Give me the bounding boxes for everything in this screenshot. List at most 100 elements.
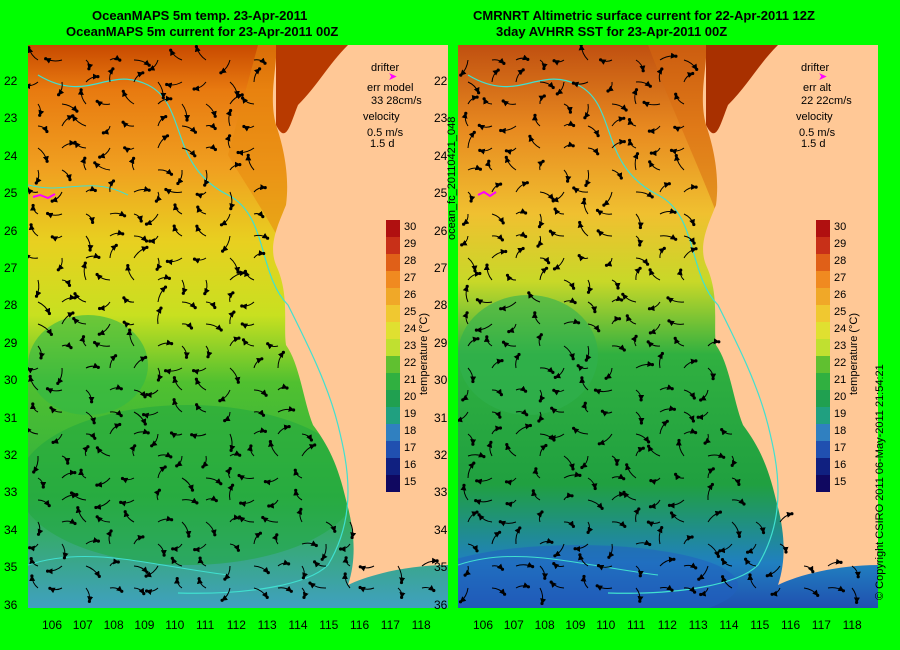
left-map-panel[interactable]: [28, 45, 448, 608]
current-arrow-head: [660, 526, 664, 530]
left-drifter-label: drifter: [371, 62, 400, 74]
current-arrow-head: [571, 467, 575, 471]
tick-label: 110: [596, 618, 616, 632]
current-arrow-head: [237, 336, 241, 340]
current-arrow-head: [157, 488, 161, 492]
current-arrow-head: [175, 577, 179, 581]
current-arrow-head: [673, 210, 677, 214]
colorbar-segment: [386, 356, 400, 373]
right-map-panel[interactable]: [458, 45, 878, 608]
current-arrow-head: [73, 521, 77, 526]
tick-label: 29: [434, 335, 448, 350]
current-arrow-head: [145, 589, 149, 593]
current-arrow-head: [146, 431, 150, 435]
current-arrow-head: [694, 359, 698, 363]
current-arrow-head: [650, 195, 654, 199]
current-arrow-head: [718, 510, 722, 514]
tick-label: 115: [750, 618, 770, 632]
colorbar-tick: 30: [404, 221, 417, 233]
colorbar-tick: 15: [404, 476, 417, 488]
current-arrow-head: [263, 61, 267, 65]
current-arrow-head: [498, 415, 502, 419]
current-arrow-head: [203, 183, 207, 187]
current-arrow-head: [534, 467, 538, 471]
current-arrow-head: [56, 268, 60, 272]
current-arrow-head: [660, 67, 664, 71]
current-arrow-head: [281, 350, 285, 354]
current-arrow-head: [118, 58, 122, 62]
left-velocity-days: 1.5 d: [370, 138, 395, 150]
current-arrow-head: [88, 248, 92, 252]
colorbar-segment: [386, 458, 400, 475]
current-arrow-head: [266, 236, 270, 240]
current-arrow-head: [192, 257, 197, 261]
current-arrow-head: [101, 131, 105, 135]
current-arrow: [28, 427, 39, 435]
current-arrow-head: [28, 374, 32, 379]
current-arrow-head: [646, 262, 650, 266]
current-arrow-head: [165, 82, 169, 87]
right-map-svg: [458, 45, 878, 608]
current-arrow-head: [49, 406, 53, 410]
current-arrow-head: [478, 271, 482, 276]
current-arrow-head: [262, 251, 266, 256]
current-arrow-head: [531, 489, 535, 493]
current-arrow-head: [552, 59, 556, 63]
current-arrow-head: [472, 461, 476, 465]
tick-label: 36: [4, 597, 18, 612]
current-arrow-head: [44, 57, 48, 61]
current-arrow-head: [289, 589, 293, 593]
copyright-label: © Copyright CSIRO 2011 06-May-2011 21:54…: [874, 364, 886, 600]
current-arrow-head: [547, 261, 551, 265]
current-arrow-head: [648, 84, 652, 88]
current-arrow-head: [620, 298, 624, 302]
current-arrow-head: [505, 273, 510, 277]
current-arrow-head: [616, 286, 620, 290]
current-arrow-head: [184, 355, 189, 359]
current-arrow-head: [642, 100, 646, 104]
current-arrow-head: [147, 63, 151, 67]
tick-label: 115: [319, 618, 339, 632]
current-arrow-head: [637, 507, 641, 511]
current-arrow-head: [169, 48, 173, 52]
current-arrow-head: [173, 203, 177, 207]
current-arrow-head: [501, 221, 505, 225]
current-arrow-head: [641, 446, 645, 450]
current-arrow-head: [528, 423, 532, 428]
current-arrow-head: [694, 431, 698, 435]
current-arrow-head: [595, 584, 599, 588]
current-arrow-head: [68, 178, 72, 182]
current-arrow-head: [69, 346, 73, 350]
current-arrow-head: [313, 443, 317, 447]
current-arrow-head: [462, 483, 466, 487]
tick-label: 118: [411, 618, 431, 632]
current-arrow-head: [649, 151, 653, 155]
current-arrow-head: [50, 235, 54, 239]
current-arrow-head: [623, 524, 627, 528]
current-arrow-head: [697, 577, 701, 581]
current-arrow-head: [572, 426, 576, 430]
current-arrow-head: [147, 68, 152, 72]
current-arrow-head: [98, 306, 102, 311]
current-arrow-head: [672, 557, 676, 561]
tick-label: 111: [196, 618, 215, 632]
colorbar-segment: [816, 441, 830, 458]
current-arrow-head: [578, 553, 582, 557]
current-arrow-head: [746, 550, 750, 554]
current-arrow-head: [121, 89, 125, 93]
current-arrow-head: [602, 203, 606, 207]
current-arrow-head: [201, 465, 205, 469]
current-arrow-head: [568, 110, 572, 114]
colorbar-segment: [386, 339, 400, 356]
current-arrow-head: [553, 375, 557, 379]
current-arrow-head: [144, 355, 148, 359]
current-arrow-head: [94, 505, 98, 510]
current-arrow-head: [36, 532, 41, 536]
current-arrow-head: [521, 246, 525, 251]
current-arrow-head: [662, 246, 666, 250]
current-arrow-head: [578, 473, 582, 477]
current-arrow-head: [219, 223, 224, 227]
current-arrow-head: [120, 476, 125, 481]
current-arrow-head: [249, 444, 253, 448]
current-arrow-head: [670, 588, 674, 592]
